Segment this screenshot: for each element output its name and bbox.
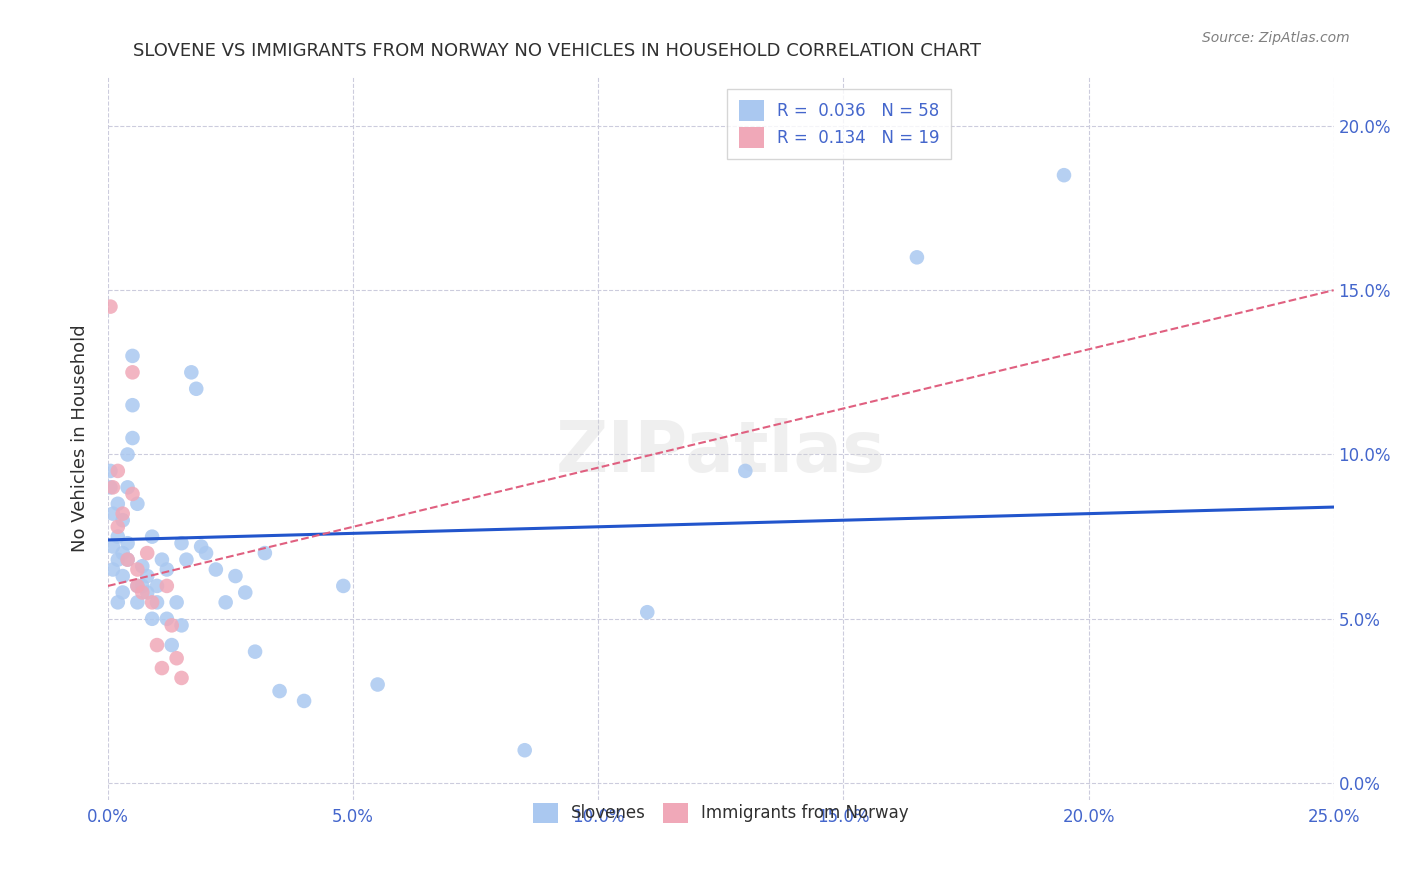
Point	[111, 507, 134, 521]
Point	[243, 645, 266, 659]
Point	[127, 579, 149, 593]
Text: SLOVENE VS IMMIGRANTS FROM NORWAY NO VEHICLES IN HOUSEHOLD CORRELATION CHART: SLOVENE VS IMMIGRANTS FROM NORWAY NO VEH…	[132, 42, 980, 60]
Point	[160, 638, 183, 652]
Point	[367, 677, 389, 691]
Point	[100, 300, 122, 314]
Point	[131, 585, 153, 599]
Point	[905, 250, 928, 264]
Point	[127, 497, 149, 511]
Point	[117, 552, 139, 566]
Point	[107, 464, 129, 478]
Point	[160, 618, 183, 632]
Point	[205, 562, 228, 576]
Point	[101, 480, 124, 494]
Point	[186, 382, 208, 396]
Point	[224, 569, 246, 583]
Point	[101, 562, 124, 576]
Point	[141, 595, 163, 609]
Point	[141, 530, 163, 544]
Point	[146, 579, 169, 593]
Legend: Slovenes, Immigrants from Norway: Slovenes, Immigrants from Norway	[522, 791, 921, 835]
Point	[121, 365, 143, 379]
Point	[180, 365, 202, 379]
Point	[121, 431, 143, 445]
Point	[292, 694, 315, 708]
Point	[636, 605, 658, 619]
Point	[131, 559, 153, 574]
Point	[233, 585, 256, 599]
Point	[156, 579, 179, 593]
Point	[146, 595, 169, 609]
Point	[107, 595, 129, 609]
Point	[170, 536, 193, 550]
Point	[131, 579, 153, 593]
Point	[107, 497, 129, 511]
Point	[107, 520, 129, 534]
Point	[136, 546, 159, 560]
Point	[332, 579, 354, 593]
Point	[127, 562, 149, 576]
Point	[111, 513, 134, 527]
Point	[146, 638, 169, 652]
Text: Source: ZipAtlas.com: Source: ZipAtlas.com	[1202, 31, 1350, 45]
Point	[111, 546, 134, 560]
Point	[121, 398, 143, 412]
Point	[150, 552, 173, 566]
Point	[150, 661, 173, 675]
Point	[253, 546, 276, 560]
Point	[127, 595, 149, 609]
Point	[176, 552, 198, 566]
Text: ZIPatlas: ZIPatlas	[555, 418, 886, 487]
Point	[170, 618, 193, 632]
Point	[269, 684, 291, 698]
Y-axis label: No Vehicles in Household: No Vehicles in Household	[72, 325, 89, 552]
Point	[121, 487, 143, 501]
Point	[111, 585, 134, 599]
Point	[117, 448, 139, 462]
Point	[127, 579, 149, 593]
Point	[1053, 168, 1076, 182]
Point	[136, 585, 159, 599]
Point	[121, 349, 143, 363]
Point	[513, 743, 536, 757]
Point	[100, 464, 122, 478]
Point	[136, 569, 159, 583]
Point	[190, 540, 212, 554]
Point	[101, 507, 124, 521]
Point	[170, 671, 193, 685]
Point	[111, 569, 134, 583]
Point	[195, 546, 218, 560]
Point	[101, 540, 124, 554]
Point	[141, 612, 163, 626]
Point	[117, 552, 139, 566]
Point	[734, 464, 756, 478]
Point	[117, 480, 139, 494]
Point	[107, 530, 129, 544]
Point	[117, 536, 139, 550]
Point	[166, 651, 188, 665]
Point	[214, 595, 236, 609]
Point	[107, 552, 129, 566]
Point	[156, 562, 179, 576]
Point	[166, 595, 188, 609]
Point	[100, 480, 122, 494]
Point	[156, 612, 179, 626]
